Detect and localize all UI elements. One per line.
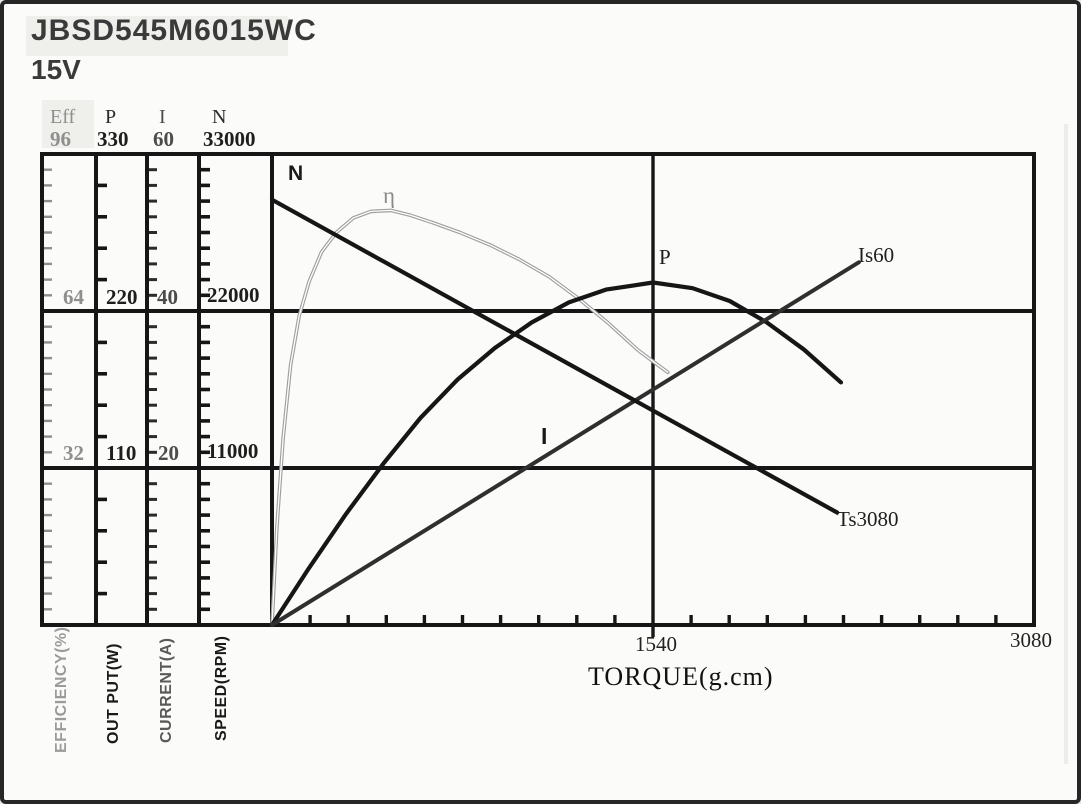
speed-max-value: 33000 (203, 127, 256, 151)
power-mid-value: 220 (106, 285, 138, 309)
eff-max-value: 96 (50, 127, 71, 151)
stall-torque-annotation: Ts3080 (837, 507, 899, 531)
speed-curve-label: N (288, 162, 304, 185)
speed-mid-value: 22000 (207, 283, 260, 307)
current-axis-label: CURRENT(A) (158, 637, 175, 743)
speed-axis-label: SPEED(RPM) (213, 635, 230, 741)
current-axis-header: I (159, 106, 166, 128)
eff-mid-value: 64 (63, 285, 84, 309)
power-max-value: 330 (97, 127, 129, 151)
x-tick-3080: 3080 (1010, 628, 1052, 652)
x-tick-1540: 1540 (635, 632, 677, 656)
stall-current-annotation: Is60 (858, 243, 895, 267)
current-low-value: 20 (158, 441, 179, 465)
eff-low-value: 32 (63, 441, 84, 465)
voltage-label: 15V (31, 54, 81, 85)
speed-axis-header: N (212, 106, 227, 128)
efficiency-curve-label: η (383, 183, 396, 208)
power-low-value: 110 (106, 441, 137, 465)
eff-axis-header: Eff (50, 106, 76, 128)
efficiency-axis-label: EFFICIENCY(%) (53, 626, 70, 754)
page-title: JBSD545M6015WC (31, 14, 317, 47)
power-axis-header: P (105, 106, 117, 128)
output-axis-label: OUT PUT(W) (105, 643, 122, 744)
x-axis-title: TORQUE(g.cm) (588, 662, 774, 691)
current-mid-value: 40 (157, 285, 178, 309)
power-curve-label: P (659, 245, 671, 269)
performance-curves-canvas (40, 152, 1036, 637)
current-max-value: 60 (153, 127, 174, 151)
speed-low-value: 11000 (207, 439, 259, 463)
current-curve-label: I (541, 423, 548, 449)
